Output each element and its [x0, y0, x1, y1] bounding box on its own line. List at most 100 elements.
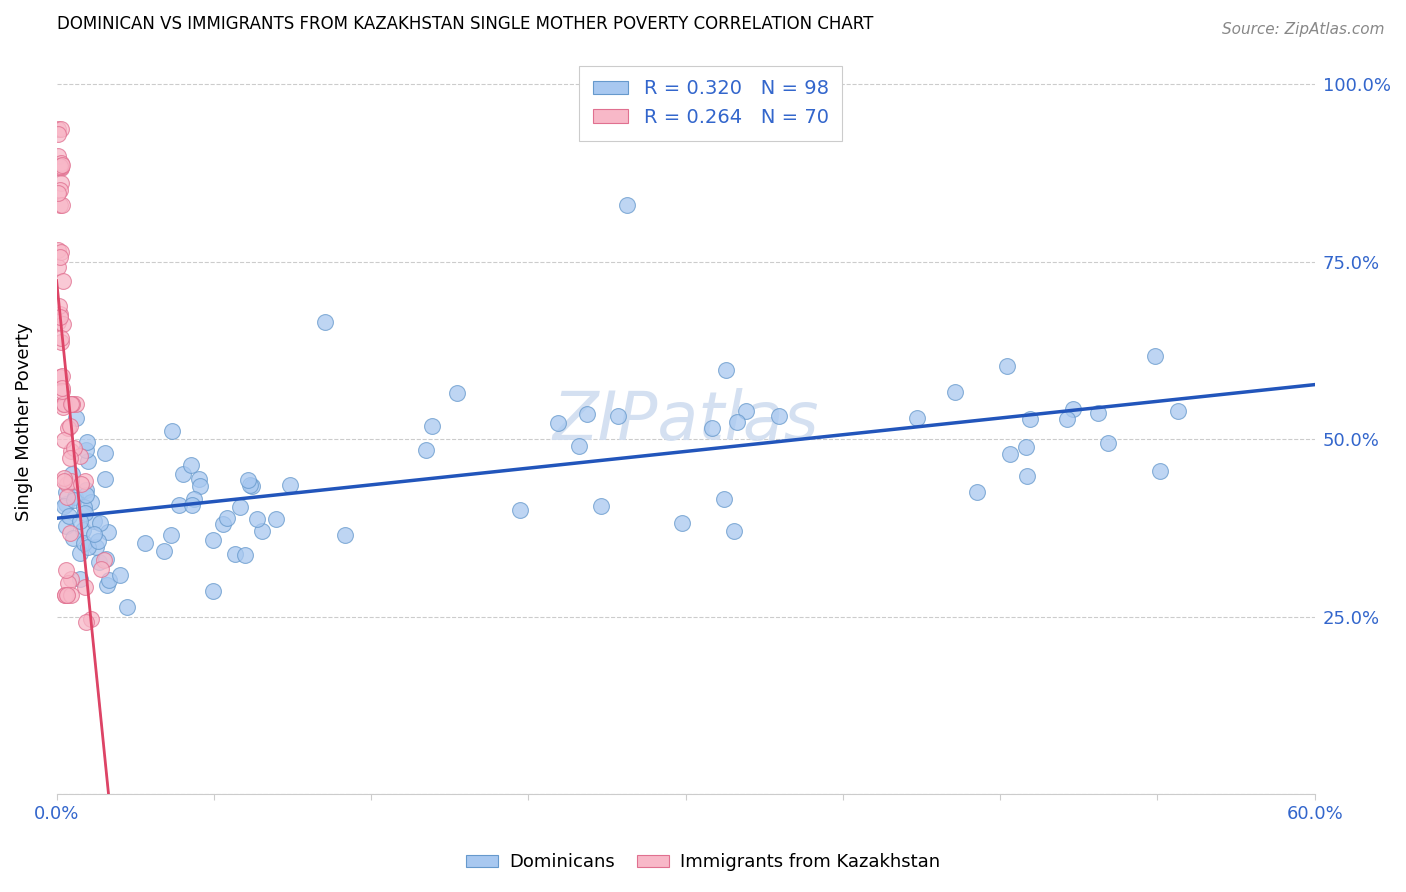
Point: [905, 411, 928, 425]
Point: [53, 500, 76, 514]
Point: [49, 335, 72, 350]
Point: [75, 615, 97, 630]
Point: [93, 553, 115, 567]
Point: [83, 514, 105, 528]
Point: [51, 381, 73, 395]
Point: [607, 409, 630, 423]
Point: [48, 183, 70, 197]
Point: [59, 526, 82, 541]
Point: [65, 410, 87, 425]
Point: [589, 499, 612, 513]
Point: [49, 331, 72, 345]
Point: [134, 536, 156, 550]
Point: [46, 122, 69, 136]
Point: [79, 495, 101, 509]
Legend: R = 0.320   N = 98, R = 0.264   N = 70: R = 0.320 N = 98, R = 0.264 N = 70: [579, 66, 842, 141]
Text: DOMINICAN VS IMMIGRANTS FROM KAZAKHSTAN SINGLE MOTHER POVERTY CORRELATION CHART: DOMINICAN VS IMMIGRANTS FROM KAZAKHSTAN …: [56, 15, 873, 33]
Point: [46, 315, 69, 329]
Point: [46, 149, 69, 163]
Point: [246, 511, 269, 525]
Point: [1167, 403, 1189, 417]
Point: [62, 493, 84, 508]
Point: [1149, 464, 1171, 478]
Point: [278, 478, 301, 492]
Point: [73, 500, 96, 515]
Point: [94, 551, 117, 566]
Point: [65, 397, 87, 411]
Point: [575, 407, 598, 421]
Text: Source: ZipAtlas.com: Source: ZipAtlas.com: [1222, 22, 1385, 37]
Point: [65, 490, 87, 504]
Point: [60, 589, 83, 603]
Point: [73, 506, 96, 520]
Point: [94, 472, 117, 486]
Point: [80, 612, 103, 626]
Point: [96, 578, 118, 592]
Point: [55, 563, 77, 577]
Point: [53, 471, 76, 485]
Point: [49, 159, 72, 173]
Point: [998, 447, 1021, 461]
Point: [188, 472, 211, 486]
Point: [52, 318, 75, 332]
Point: [547, 417, 569, 431]
Point: [55, 497, 77, 511]
Point: [84, 540, 107, 554]
Point: [48, 161, 70, 175]
Point: [58, 508, 80, 523]
Point: [49, 122, 72, 136]
Point: [49, 177, 72, 191]
Point: [239, 478, 262, 492]
Point: [49, 161, 72, 176]
Point: [59, 572, 82, 586]
Point: [49, 250, 72, 264]
Point: [51, 197, 73, 211]
Point: [943, 385, 966, 400]
Point: [233, 548, 256, 562]
Point: [56, 421, 79, 435]
Point: [53, 475, 76, 489]
Point: [224, 547, 246, 561]
Point: [49, 244, 72, 259]
Point: [56, 476, 79, 491]
Point: [1019, 411, 1042, 425]
Point: [75, 483, 97, 497]
Point: [53, 589, 76, 603]
Point: [56, 575, 79, 590]
Point: [60, 397, 83, 411]
Point: [73, 536, 96, 550]
Point: [51, 158, 73, 172]
Point: [69, 572, 91, 586]
Point: [768, 409, 790, 423]
Point: [49, 307, 72, 321]
Point: [52, 433, 75, 447]
Point: [212, 516, 235, 531]
Point: [713, 491, 735, 506]
Point: [46, 127, 69, 141]
Point: [180, 458, 202, 472]
Point: [56, 589, 79, 603]
Point: [76, 454, 98, 468]
Point: [55, 491, 77, 505]
Point: [53, 397, 76, 411]
Point: [75, 443, 97, 458]
Point: [63, 441, 86, 455]
Point: [725, 415, 748, 429]
Point: [153, 544, 176, 558]
Point: [1087, 406, 1109, 420]
Point: [169, 498, 191, 512]
Point: [446, 386, 468, 401]
Point: [735, 404, 758, 418]
Point: [966, 485, 988, 500]
Point: [250, 524, 273, 538]
Point: [264, 512, 287, 526]
Point: [89, 516, 111, 530]
Point: [53, 589, 76, 603]
Point: [190, 478, 212, 492]
Point: [70, 477, 93, 491]
Point: [1097, 436, 1119, 450]
Point: [98, 573, 121, 587]
Point: [172, 467, 194, 481]
Point: [1015, 469, 1038, 483]
Point: [49, 310, 72, 324]
